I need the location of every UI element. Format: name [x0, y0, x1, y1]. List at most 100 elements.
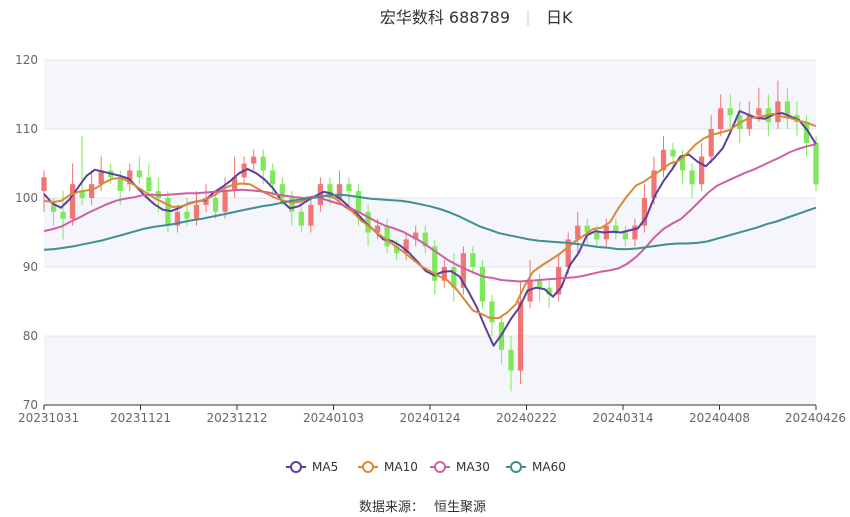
candle-body [470, 253, 476, 267]
candle-body [89, 184, 95, 198]
x-tick-label: 20240124 [399, 411, 460, 425]
candle-body [451, 267, 457, 288]
candle-body [289, 198, 295, 212]
candle-body [641, 198, 648, 226]
candle-body [460, 253, 466, 288]
y-tick-label: 80 [23, 329, 38, 343]
legend-item-ma5[interactable]: MA5 [286, 460, 338, 474]
x-tick-label: 20231031 [18, 411, 79, 425]
x-tick-label: 20231212 [206, 411, 267, 425]
candle-body [384, 225, 390, 247]
candle-body [422, 232, 428, 247]
candle-body [298, 211, 304, 226]
candle-body [508, 349, 514, 371]
candlestick [613, 218, 619, 240]
ma-line-ma5 [43, 110, 817, 347]
candlestick [775, 80, 781, 129]
candlestick [670, 142, 676, 171]
candlestick [708, 115, 714, 164]
candle-body [489, 301, 495, 323]
candle-body [365, 211, 371, 233]
candle-body [222, 191, 228, 212]
candle-body [479, 267, 486, 302]
candlestick [422, 225, 428, 254]
y-tick-label: 70 [23, 398, 38, 412]
candlestick [622, 225, 629, 247]
candle-body [117, 177, 123, 192]
candle-body [79, 191, 85, 198]
candlestick [784, 87, 791, 129]
legend[interactable]: MA5 MA10 MA30 MA60 [286, 460, 566, 474]
candle-body [584, 225, 590, 233]
legend-marker [510, 461, 522, 473]
ma-line-ma10 [43, 112, 817, 320]
candlestick [517, 280, 524, 385]
y-tick-label: 120 [15, 53, 38, 67]
candlestick [251, 149, 257, 171]
candle-body [127, 170, 133, 185]
candlestick [79, 135, 85, 205]
candle-body [69, 184, 76, 219]
y-tick-label: 90 [23, 260, 38, 274]
candlestick [546, 280, 552, 309]
candlestick [41, 170, 47, 212]
candle-body [756, 108, 762, 116]
legend-item-ma30[interactable]: MA30 [430, 460, 490, 474]
ma-line-ma60 [43, 193, 817, 251]
plot-background [44, 60, 816, 405]
candle-body [41, 177, 47, 192]
source-label: 数据来源： [359, 500, 424, 515]
candle-body [536, 280, 543, 288]
candle-body [689, 170, 695, 185]
candlestick [136, 156, 142, 185]
legend-marker [362, 461, 374, 473]
candlestick [556, 253, 562, 302]
candlestick [451, 253, 457, 302]
ma-line-ma30 [43, 143, 817, 283]
source-value: 恒生聚源 [434, 500, 486, 515]
candlestick [460, 246, 466, 295]
candle-body [50, 204, 57, 212]
candlestick [660, 135, 667, 178]
candle-body [803, 122, 810, 143]
candlestick [89, 170, 95, 205]
x-tick-label: 20240426 [785, 411, 846, 425]
candle-body [565, 239, 571, 267]
legend-label: MA60 [532, 460, 566, 474]
candlestick [432, 239, 438, 295]
candlestick [699, 142, 705, 192]
chart-subtitle: 日K [546, 8, 573, 27]
candlestick [270, 163, 276, 198]
candle-body [374, 225, 381, 233]
candle-body [679, 156, 686, 171]
candlestick [632, 218, 638, 247]
legend-item-ma60[interactable]: MA60 [506, 460, 566, 474]
candle-body [699, 156, 705, 185]
candle-body [394, 246, 400, 254]
candle-body [708, 129, 714, 157]
candle-body [670, 149, 676, 157]
candlestick [727, 94, 733, 129]
legend-marker [290, 461, 302, 473]
x-axis: 20231031 20231121 20231212 20240103 20240124… [18, 405, 846, 425]
candle-body [651, 170, 657, 198]
candle-body [336, 184, 343, 198]
moving-average-lines [43, 110, 817, 347]
candlestick [508, 336, 514, 392]
legend-label: MA5 [312, 460, 338, 474]
candle-body [527, 280, 533, 302]
y-tick-label: 110 [15, 122, 38, 136]
candlestick [346, 177, 352, 205]
candle-body [184, 211, 190, 219]
candle-body [775, 101, 781, 123]
candle-body [355, 191, 362, 212]
legend-item-ma10[interactable]: MA10 [358, 460, 418, 474]
y-axis: 70 80 90 100 110 120 [15, 53, 38, 412]
candlestick [403, 232, 409, 261]
x-tick-label: 20240314 [592, 411, 653, 425]
candle-body [622, 232, 629, 240]
candle-body [270, 170, 276, 185]
candle-body [413, 232, 419, 240]
legend-marker [434, 461, 446, 473]
